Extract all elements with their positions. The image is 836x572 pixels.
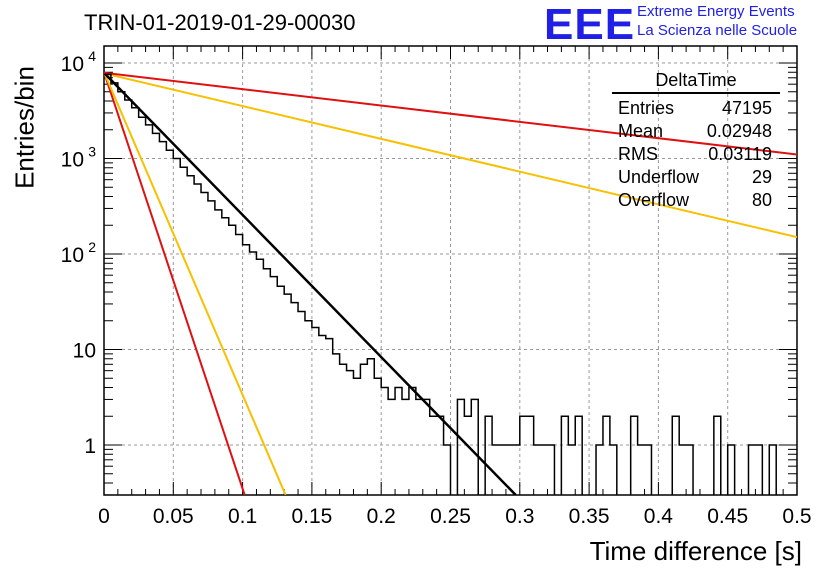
y-tick-label: 10 [61, 244, 84, 267]
fit-line-black [104, 71, 517, 495]
x-tick-label: 0.1 [228, 505, 257, 528]
x-tick-label: 0.3 [505, 505, 534, 528]
stats-value: 29 [751, 167, 772, 187]
y-tick-exponent: 3 [88, 144, 96, 160]
logo-subtitle-line2: La Scienza nelle Scuole [637, 22, 798, 39]
eee-logo: EEE [544, 0, 636, 49]
x-tick-label: 0.15 [291, 505, 332, 528]
y-tick-label: 10 [61, 53, 84, 76]
fit-line [104, 71, 246, 495]
stats-label: Mean [618, 121, 664, 141]
y-tick-exponent: 4 [88, 48, 96, 64]
stats-title: DeltaTime [612, 70, 780, 94]
stats-row-rms: RMS 0.03119 [612, 143, 780, 166]
fit-line [104, 72, 797, 239]
y-tick-label: 10 [61, 149, 84, 172]
x-tick-label: 0.5 [782, 505, 811, 528]
stats-value: 0.03119 [708, 144, 772, 164]
fit-line [104, 71, 797, 156]
chart-title: TRIN-01-2019-01-29-00030 [84, 10, 356, 35]
stats-value: 0.02948 [706, 121, 772, 141]
histogram-line [104, 73, 777, 495]
x-tick-label: 0 [98, 505, 110, 528]
x-tick-label: 0.2 [367, 505, 396, 528]
y-tick-label: 1 [84, 435, 96, 458]
stats-value: 47195 [721, 98, 772, 118]
y-tick-label: 10 [73, 340, 96, 363]
stats-row-underflow: Underflow 29 [612, 166, 780, 189]
x-axis-label: Time difference [s] [589, 536, 802, 566]
fit-line [104, 71, 287, 495]
x-tick-label: 0.4 [644, 505, 674, 528]
x-tick-label: 0.45 [707, 505, 748, 528]
y-axis-label: Entries/bin [9, 66, 40, 189]
logo-subtitle-line1: Extreme Energy Events [637, 3, 795, 20]
stats-row-overflow: Overflow 80 [612, 189, 780, 212]
stats-box: DeltaTime Entries 47195 Mean 0.02948 RMS… [612, 70, 780, 212]
x-tick-label: 0.25 [430, 505, 471, 528]
x-tick-label: 0.35 [569, 505, 610, 528]
stats-row-mean: Mean 0.02948 [612, 120, 780, 143]
stats-row-entries: Entries 47195 [612, 97, 780, 120]
y-tick-exponent: 2 [88, 239, 96, 255]
x-tick-label: 0.05 [153, 505, 194, 528]
stats-label: Underflow [618, 167, 700, 187]
stats-label: RMS [618, 144, 658, 164]
stats-label: Entries [618, 98, 675, 118]
stats-value: 80 [751, 190, 772, 210]
stats-label: Overflow [618, 190, 690, 210]
